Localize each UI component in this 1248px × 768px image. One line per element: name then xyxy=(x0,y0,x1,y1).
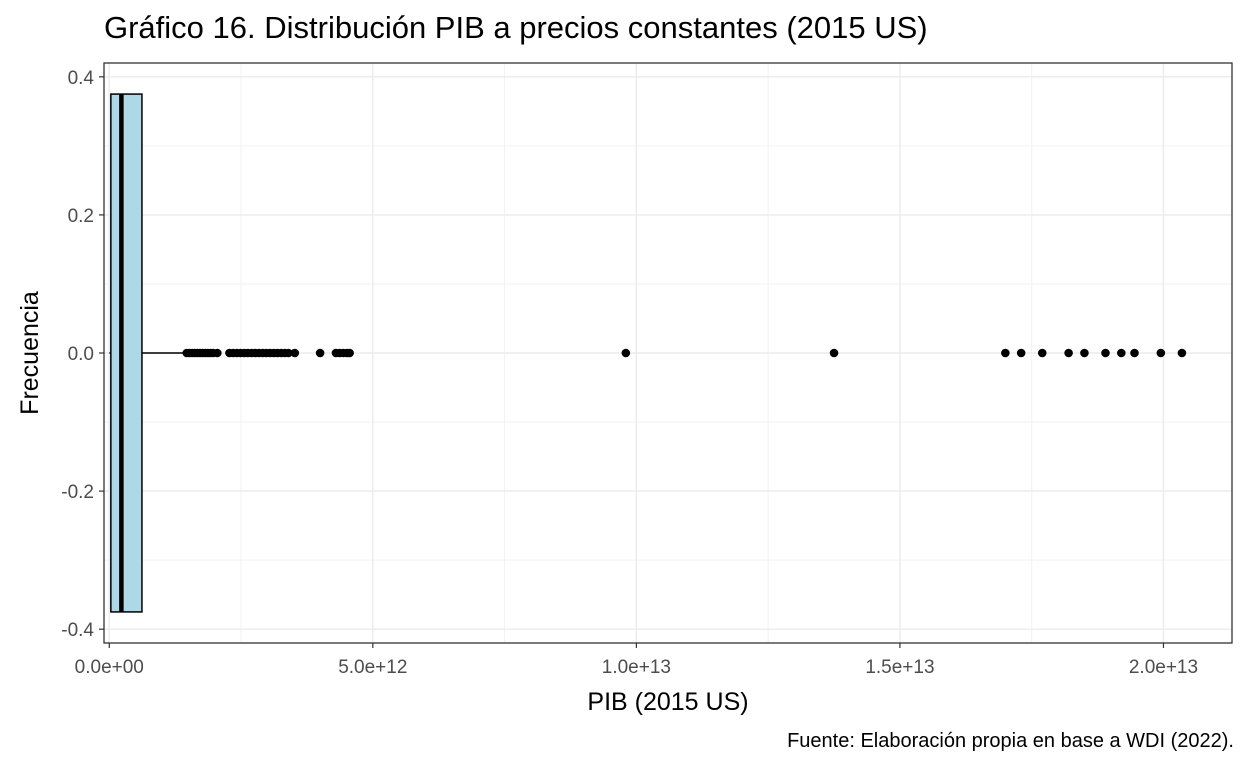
y-tick-label: 0.2 xyxy=(68,206,94,227)
outlier-point xyxy=(290,348,300,358)
outlier-point xyxy=(1101,348,1110,358)
iqr-box xyxy=(110,93,143,613)
chart-caption: Fuente: Elaboración propia en base a WDI… xyxy=(787,730,1234,752)
outlier-point xyxy=(1064,348,1073,358)
outlier-point xyxy=(1156,348,1166,358)
outlier-point xyxy=(1117,348,1126,358)
y-axis-title: Frecuencia xyxy=(16,291,44,415)
box xyxy=(110,93,143,613)
y-tick-label: 0.4 xyxy=(68,68,95,89)
outlier-point xyxy=(345,348,354,358)
outlier-points xyxy=(182,348,1187,358)
outlier-point xyxy=(1016,348,1026,358)
outlier-point xyxy=(1080,348,1089,358)
y-axis-ticks: -0.4 -0.2 0.0 0.2 0.4 xyxy=(61,68,104,641)
y-tick-label: -0.4 xyxy=(61,620,94,641)
outlier-point xyxy=(1177,348,1187,358)
outlier-point xyxy=(829,348,839,358)
x-tick-label: 0.0e+00 xyxy=(75,657,144,678)
x-tick-label: 1.5e+13 xyxy=(865,657,934,678)
outlier-point xyxy=(1130,348,1139,358)
outlier-point xyxy=(315,348,325,358)
x-tick-label: 1.0e+13 xyxy=(602,657,671,678)
x-axis-ticks: 0.0e+00 5.0e+12 1.0e+13 1.5e+13 2.0e+13 xyxy=(75,643,1198,678)
minor-gridlines xyxy=(104,63,1232,643)
outlier-point xyxy=(213,348,222,358)
outlier-point xyxy=(1037,348,1047,358)
y-tick-label: -0.2 xyxy=(61,482,94,503)
outlier-point xyxy=(621,348,631,358)
x-tick-label: 2.0e+13 xyxy=(1129,657,1198,678)
y-tick-label: 0.0 xyxy=(68,344,94,365)
x-axis-title: PIB (2015 US) xyxy=(587,688,748,716)
outlier-point xyxy=(1001,348,1010,358)
x-tick-label: 5.0e+12 xyxy=(338,657,407,678)
chart-title: Gráfico 16. Distribución PIB a precios c… xyxy=(104,10,928,45)
outlier-point xyxy=(284,348,293,358)
